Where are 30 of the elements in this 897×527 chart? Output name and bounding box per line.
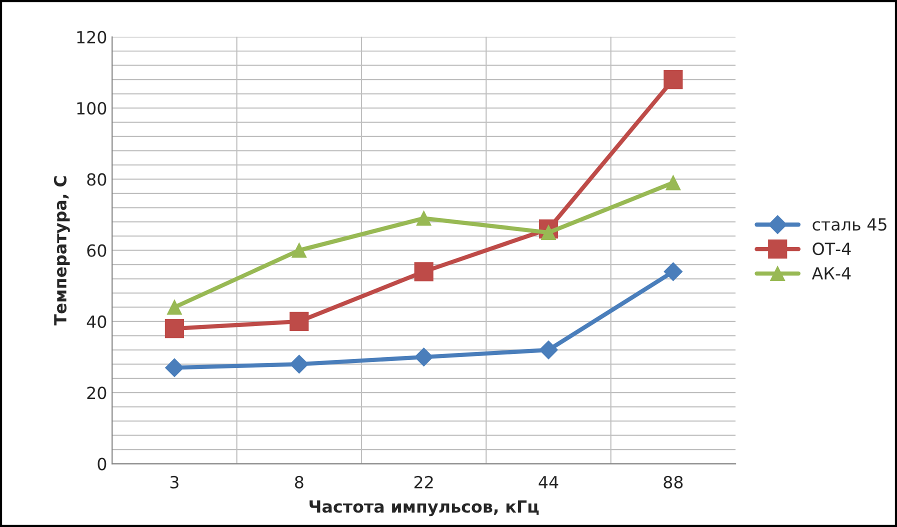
point bbox=[664, 262, 683, 282]
point bbox=[664, 70, 683, 90]
point bbox=[292, 242, 307, 258]
point bbox=[167, 300, 182, 315]
point bbox=[414, 262, 434, 282]
point bbox=[414, 348, 434, 366]
point bbox=[416, 210, 432, 226]
point bbox=[539, 340, 558, 360]
x-tick-label: 22 bbox=[414, 476, 433, 488]
y-tick-label: 120 bbox=[77, 30, 106, 44]
point bbox=[290, 354, 309, 374]
y-tick-label: 80 bbox=[87, 173, 106, 186]
point bbox=[164, 319, 184, 338]
x-tick-label: 44 bbox=[538, 476, 558, 488]
y-axis-title: Температура, С bbox=[54, 176, 70, 326]
x-axis-title: Частота импульсов, кГц bbox=[310, 500, 539, 516]
x-tick-label: 88 bbox=[664, 476, 683, 488]
y-tick-label: 60 bbox=[87, 244, 106, 257]
x-tick-label: 8 bbox=[294, 476, 304, 488]
legend-label: ОТ-4 bbox=[812, 242, 851, 256]
point bbox=[165, 358, 184, 378]
point bbox=[290, 312, 309, 332]
y-tick-label: 0 bbox=[98, 458, 106, 470]
legend-label: АК-4 bbox=[812, 267, 851, 280]
y-tick-label: 20 bbox=[87, 386, 106, 400]
legend-label: сталь 45 bbox=[812, 218, 886, 231]
y-tick-label: 100 bbox=[77, 102, 106, 115]
y-tick-label: 40 bbox=[86, 315, 106, 328]
point bbox=[666, 175, 681, 190]
x-tick-label: 3 bbox=[170, 476, 178, 488]
